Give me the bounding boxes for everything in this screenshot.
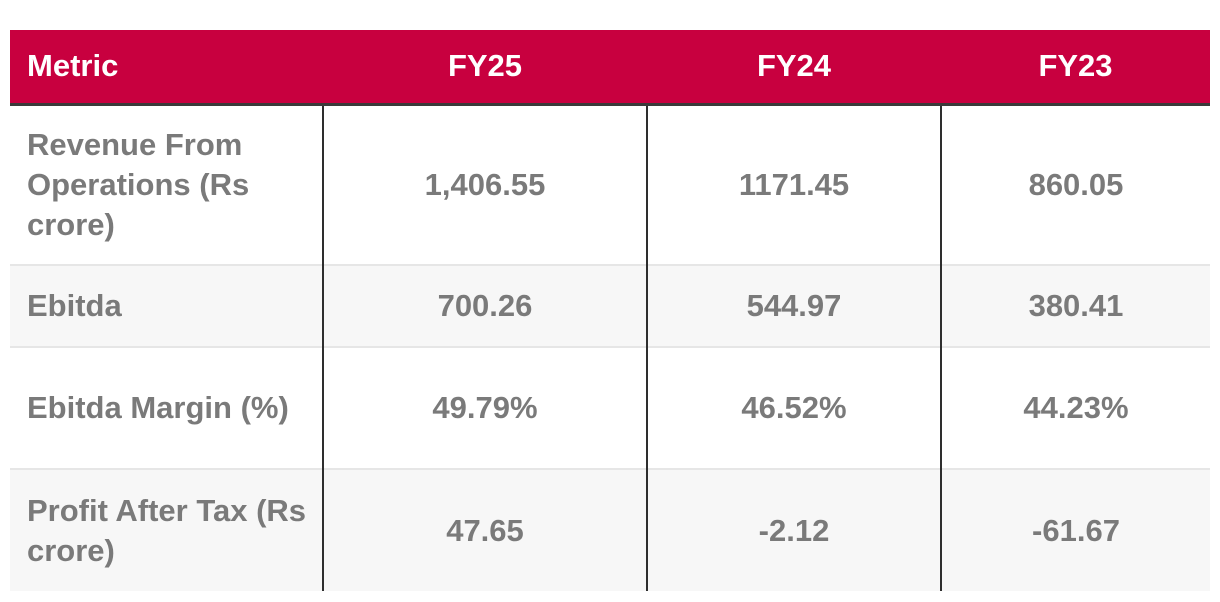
metric-label: Profit After Tax (Rs crore) (10, 468, 323, 591)
column-header-fy25: FY25 (323, 30, 647, 106)
value-fy23: 380.41 (940, 264, 1210, 347)
value-fy25: 1,406.55 (322, 103, 647, 265)
value-fy25: 47.65 (322, 468, 647, 591)
table-header-row: Metric FY25 FY24 FY23 (10, 30, 1210, 106)
metric-label: Ebitda (10, 264, 323, 347)
value-fy23: 44.23% (940, 346, 1210, 469)
financials-table-container: Metric FY25 FY24 FY23 Revenue From Opera… (10, 30, 1210, 591)
table-row: Ebitda Margin (%) 49.79% 46.52% 44.23% (10, 346, 1210, 469)
table-row: Profit After Tax (Rs crore) 47.65 -2.12 … (10, 468, 1210, 591)
financials-table: Metric FY25 FY24 FY23 Revenue From Opera… (10, 30, 1210, 591)
value-fy24: -2.12 (646, 468, 941, 591)
value-fy25: 700.26 (322, 264, 647, 347)
value-fy24: 544.97 (646, 264, 941, 347)
column-header-metric: Metric (10, 30, 323, 106)
value-fy23: -61.67 (940, 468, 1210, 591)
value-fy24: 1171.45 (646, 103, 941, 265)
metric-label: Ebitda Margin (%) (10, 346, 323, 469)
value-fy24: 46.52% (646, 346, 941, 469)
column-header-fy24: FY24 (647, 30, 941, 106)
metric-label: Revenue From Operations (Rs crore) (10, 103, 323, 265)
value-fy25: 49.79% (322, 346, 647, 469)
table-row: Revenue From Operations (Rs crore) 1,406… (10, 103, 1210, 265)
table-row: Ebitda 700.26 544.97 380.41 (10, 264, 1210, 347)
value-fy23: 860.05 (940, 103, 1210, 265)
column-header-fy23: FY23 (941, 30, 1210, 106)
